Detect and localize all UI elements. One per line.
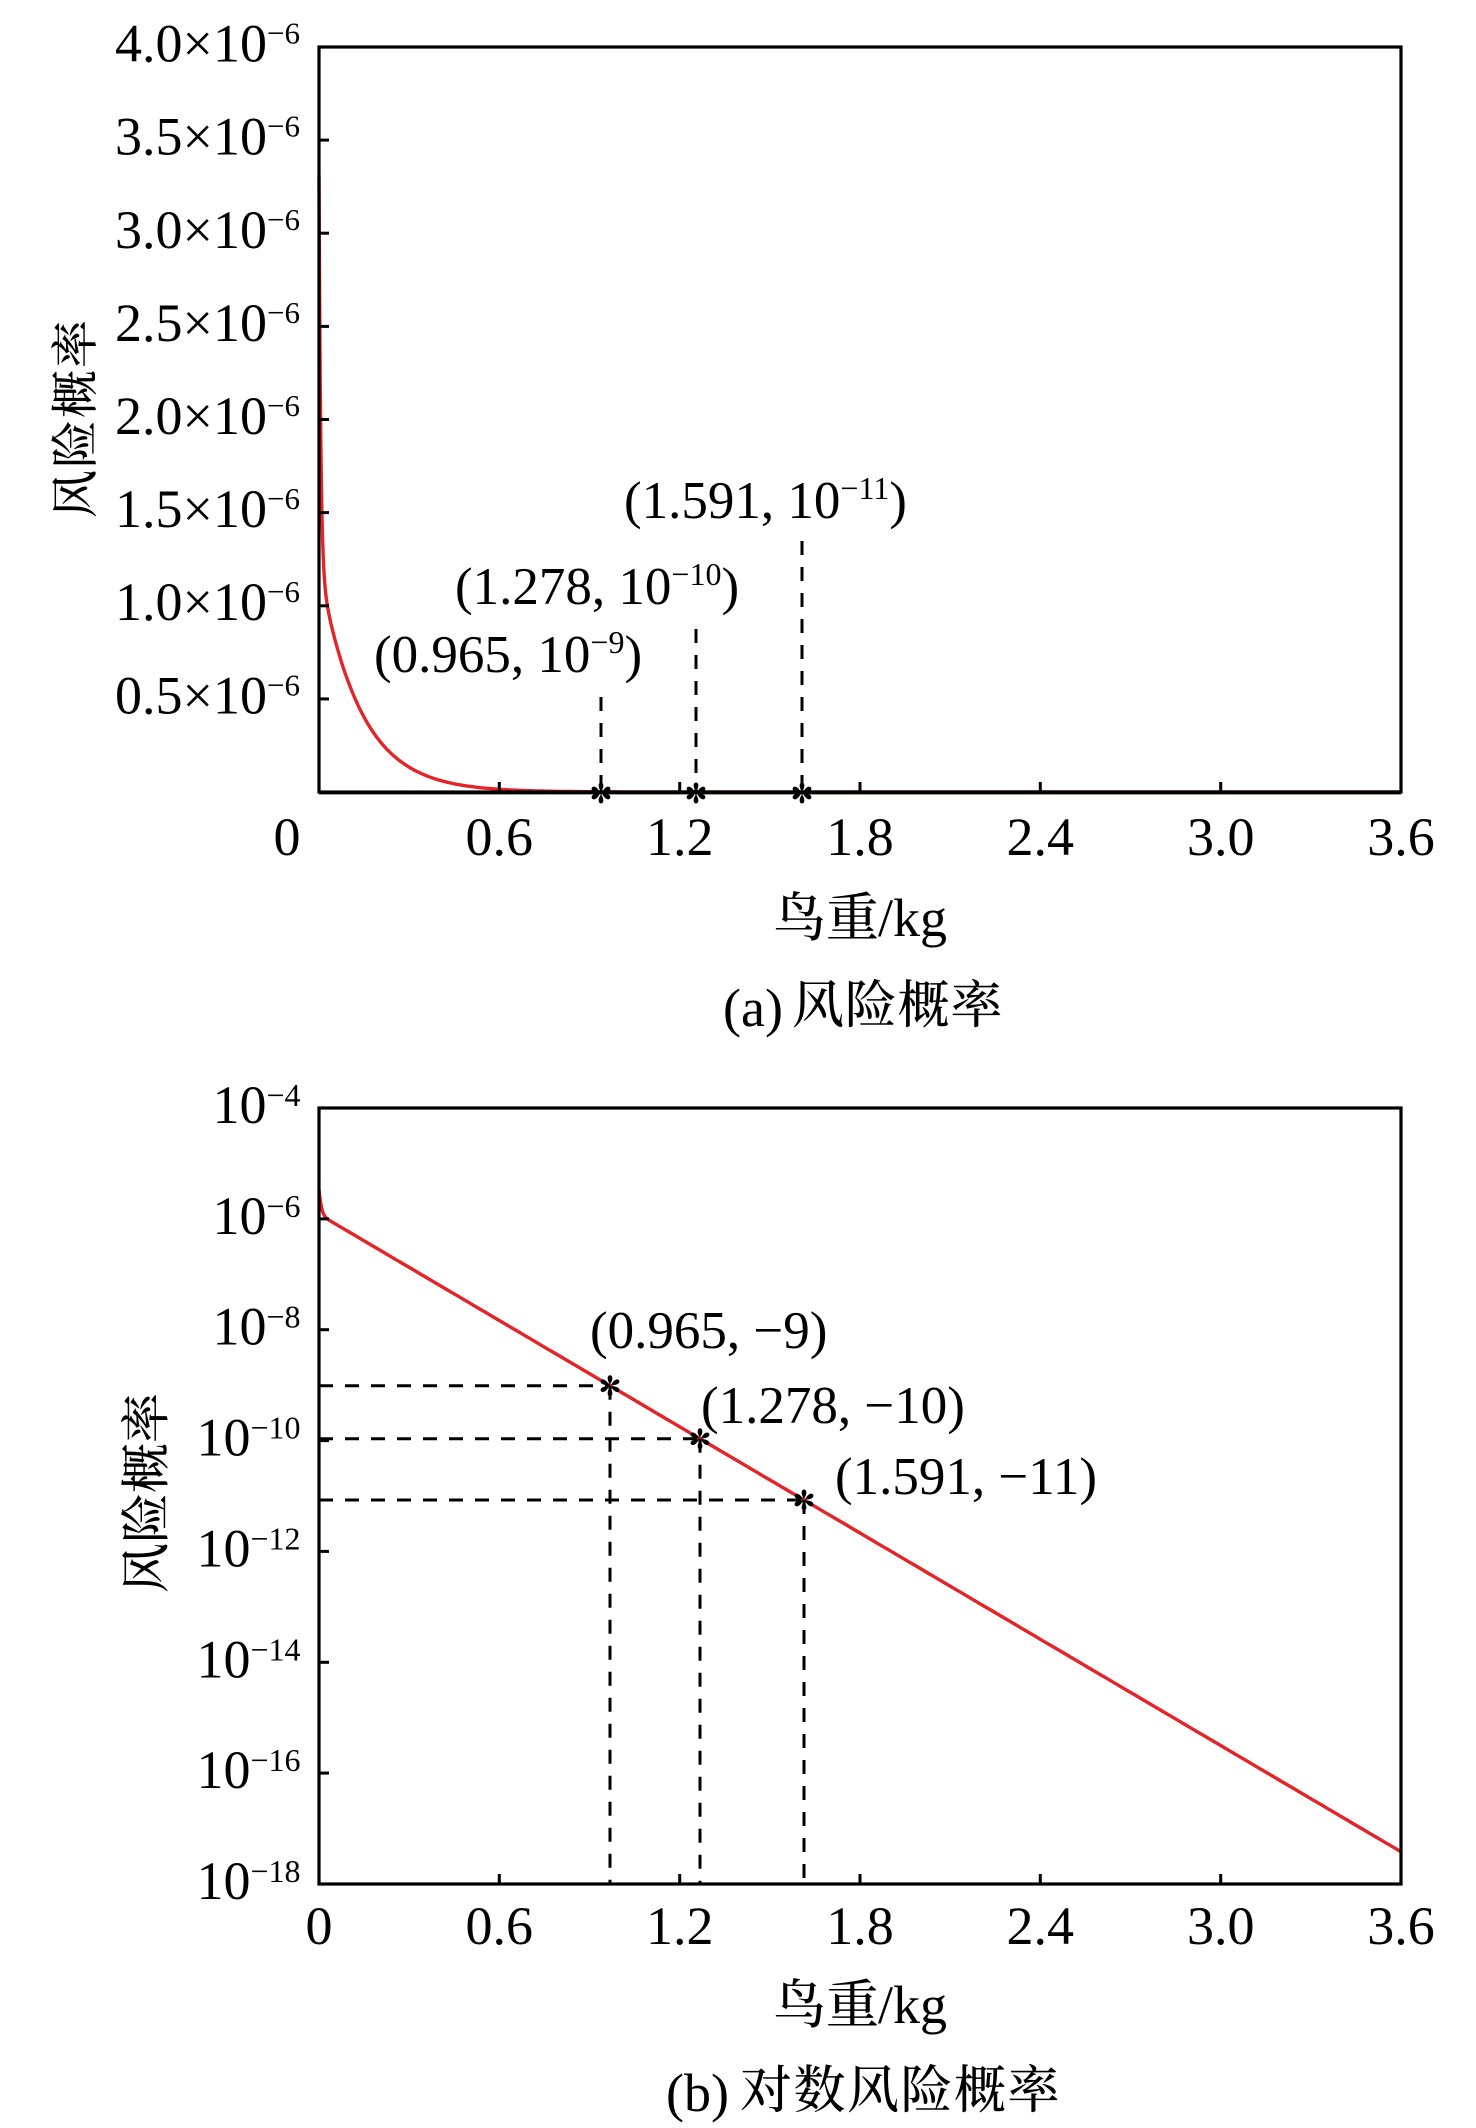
svg-text:10−4: 10−4 <box>212 1075 300 1135</box>
svg-text:0: 0 <box>306 1896 333 1956</box>
svg-text:4.0×10−6: 4.0×10−6 <box>115 14 300 74</box>
svg-text:10−6: 10−6 <box>212 1186 300 1246</box>
svg-text:0.6: 0.6 <box>466 1896 534 1956</box>
svg-text:3.0×10−6: 3.0×10−6 <box>115 200 300 260</box>
svg-text:2.5×10−6: 2.5×10−6 <box>115 293 300 353</box>
svg-text:2.4: 2.4 <box>1007 807 1075 867</box>
svg-text:3.0: 3.0 <box>1187 807 1255 867</box>
svg-text:0: 0 <box>274 807 301 867</box>
svg-text:1.2: 1.2 <box>646 807 714 867</box>
svg-text:(1.278, −10): (1.278, −10) <box>701 1377 965 1435</box>
svg-text:/kg: /kg <box>878 888 947 948</box>
svg-text:3.6: 3.6 <box>1367 1896 1435 1956</box>
svg-text:1.2: 1.2 <box>646 1896 714 1956</box>
svg-text:0.6: 0.6 <box>466 807 534 867</box>
svg-text:(1.591, −11): (1.591, −11) <box>835 1448 1097 1506</box>
svg-text:3.6: 3.6 <box>1367 807 1435 867</box>
svg-text:(1.591, 10−11): (1.591, 10−11) <box>624 470 907 530</box>
svg-text:(b): (b) <box>666 2063 729 2123</box>
svg-text:(a): (a) <box>723 978 783 1038</box>
svg-text:/kg: /kg <box>878 1975 947 2035</box>
svg-text:3.0: 3.0 <box>1187 1896 1255 1956</box>
svg-text:1.8: 1.8 <box>826 1896 894 1956</box>
svg-text:(0.965, −9): (0.965, −9) <box>590 1302 827 1360</box>
svg-text:10−14: 10−14 <box>196 1629 300 1689</box>
svg-text:1.8: 1.8 <box>826 807 894 867</box>
svg-text:2.4: 2.4 <box>1007 1896 1075 1956</box>
